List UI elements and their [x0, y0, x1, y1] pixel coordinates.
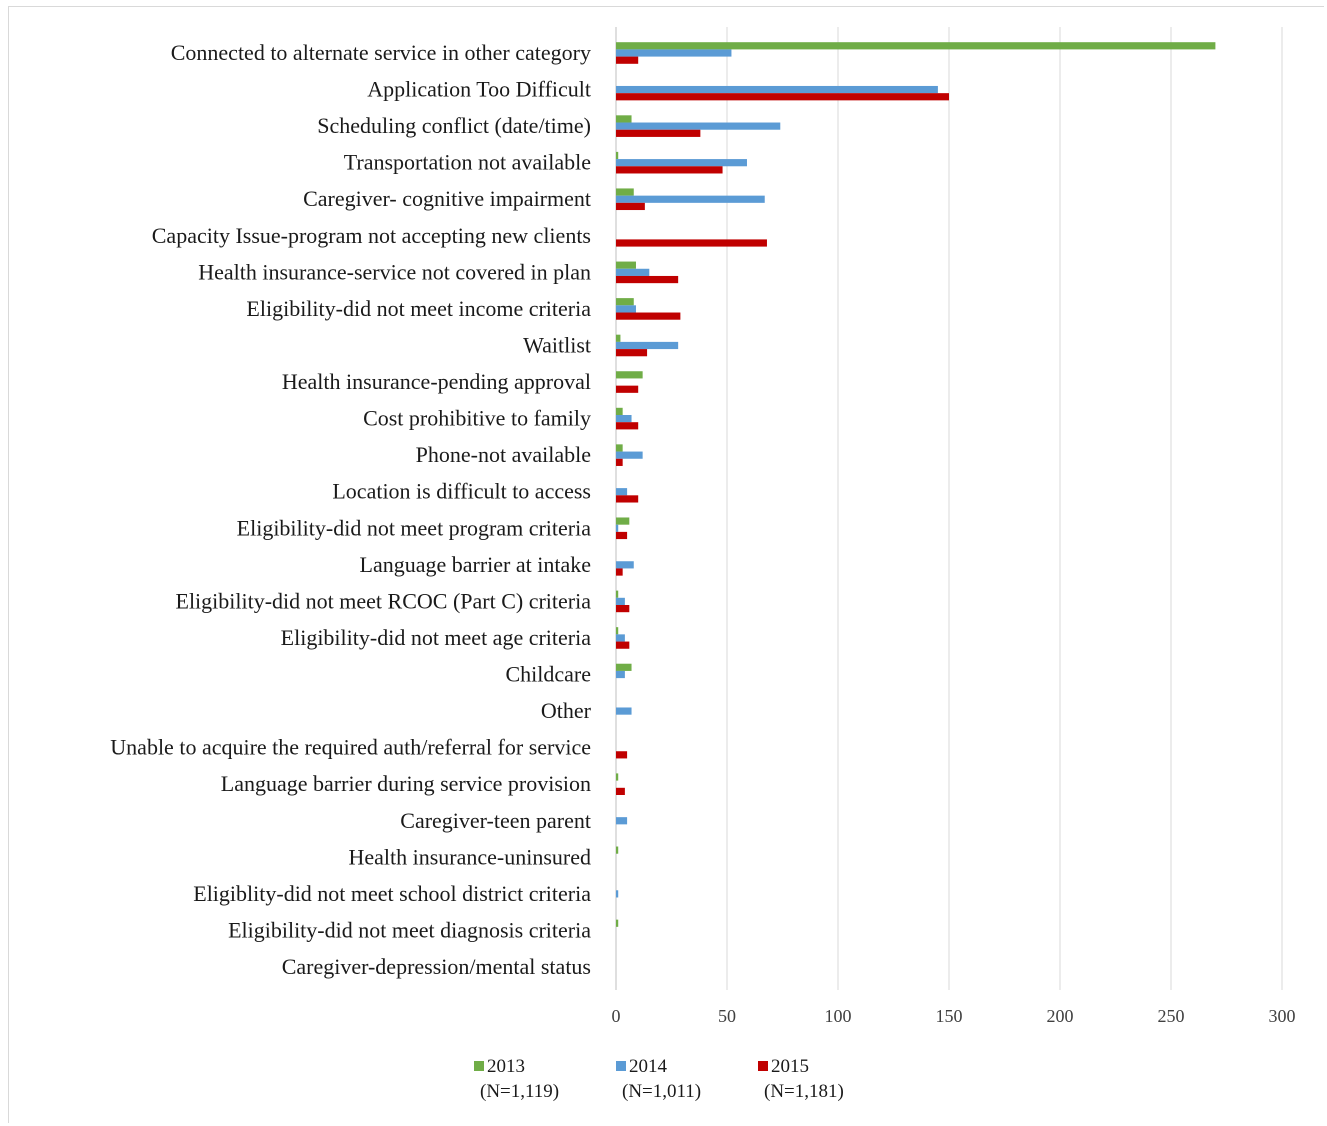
legend-sublabel: (N=1,119): [480, 1081, 559, 1102]
bar-2014: [616, 817, 628, 825]
category-label: Eligibility-did not meet RCOC (Part C) c…: [176, 588, 592, 613]
bar-2014: [616, 890, 619, 898]
category-label: Other: [541, 698, 592, 723]
legend-label: 2015: [771, 1056, 809, 1077]
bar-2013: [616, 115, 632, 123]
category-label: Cost prohibitive to family: [363, 406, 591, 431]
bar-2014: [616, 561, 634, 569]
bar-2014: [616, 634, 625, 642]
bar-2015: [616, 458, 623, 466]
bar-2015: [616, 422, 639, 430]
category-label: Waitlist: [523, 332, 591, 357]
category-label: Application Too Difficult: [367, 77, 591, 102]
legend-label: 2014: [629, 1056, 668, 1077]
bar-2015: [616, 385, 639, 393]
x-tick-label: 200: [1047, 1006, 1074, 1026]
category-label: Eligibility-did not meet program criteri…: [237, 515, 592, 540]
bar-2013: [616, 444, 623, 452]
bar-2014: [616, 85, 938, 94]
bar-2013: [616, 407, 623, 415]
bar-2013: [616, 371, 643, 379]
legend-label: 2013: [487, 1056, 525, 1077]
bar-2014: [616, 670, 625, 679]
bar-2013: [616, 663, 632, 671]
bar-2015: [616, 751, 628, 759]
bar-2015: [616, 275, 679, 284]
legend-sublabel: (N=1,181): [764, 1081, 844, 1102]
category-label: Caregiver-depression/mental status: [282, 954, 591, 979]
category-label: Eligiblity-did not meet school district …: [193, 881, 591, 906]
chart-frame: [8, 6, 1324, 1123]
bar-2013: [616, 846, 619, 854]
bar-2015: [616, 239, 767, 247]
bar-2013: [616, 334, 621, 342]
category-label: Eligibility-did not meet diagnosis crite…: [228, 917, 591, 942]
bar-2015: [616, 56, 639, 64]
bar-2013: [616, 42, 1216, 50]
bar-2014: [616, 707, 632, 715]
x-tick-label: 50: [718, 1006, 736, 1026]
bar-2014: [616, 195, 765, 203]
bar-2015: [616, 641, 630, 649]
bar-2013: [616, 188, 634, 196]
bar-2013: [616, 298, 634, 306]
bar-2015: [616, 605, 630, 613]
bar-2013: [616, 919, 619, 927]
bar-2015: [616, 495, 639, 503]
x-tick-label: 0: [612, 1006, 621, 1026]
x-tick-label: 100: [825, 1006, 852, 1026]
bar-2014: [616, 159, 747, 167]
bar-2014: [616, 524, 619, 532]
category-label: Unable to acquire the required auth/refe…: [110, 735, 591, 760]
category-label: Health insurance-service not covered in …: [198, 259, 591, 284]
bar-2015: [616, 166, 723, 174]
category-label: Health insurance-uninsured: [348, 844, 591, 869]
category-label: Caregiver-teen parent: [400, 808, 591, 833]
bar-2014: [616, 451, 643, 459]
category-label: Caregiver- cognitive impairment: [303, 186, 591, 211]
bar-2014: [616, 415, 632, 423]
x-tick-label: 150: [936, 1006, 963, 1026]
bar-2014: [616, 341, 679, 350]
category-label: Location is difficult to access: [332, 479, 591, 504]
bar-2014: [616, 305, 636, 313]
category-label: Health insurance-pending approval: [282, 369, 591, 394]
bar-2015: [616, 93, 949, 101]
legend-swatch-2015: [758, 1061, 768, 1071]
bar-2015: [616, 787, 625, 795]
bar-2013: [616, 151, 619, 160]
category-label: Language barrier during service provisio…: [221, 771, 591, 796]
bar-2014: [616, 49, 732, 57]
category-label: Language barrier at intake: [360, 552, 591, 577]
bar-2015: [616, 129, 701, 137]
category-label: Transportation not available: [344, 150, 591, 175]
bar-2014: [616, 597, 625, 605]
category-label: Eligibility-did not meet age criteria: [281, 625, 592, 650]
bar-2013: [616, 627, 619, 635]
bar-2015: [616, 312, 681, 320]
bar-2014: [616, 122, 781, 130]
bar-2013: [616, 773, 619, 781]
bar-2015: [616, 202, 645, 211]
bar-2014: [616, 488, 628, 496]
legend-swatch-2014: [616, 1061, 626, 1071]
category-label: Childcare: [505, 662, 591, 687]
x-tick-label: 300: [1269, 1006, 1296, 1026]
category-label: Capacity Issue-program not accepting new…: [152, 223, 591, 248]
bar-2015: [616, 568, 623, 576]
legend-swatch-2013: [474, 1061, 484, 1071]
category-label: Phone-not available: [416, 442, 591, 467]
bar-2013: [616, 517, 630, 525]
legend-sublabel: (N=1,011): [622, 1081, 701, 1102]
bar-2014: [616, 268, 650, 276]
x-tick-label: 250: [1158, 1006, 1185, 1026]
bar-2015: [616, 349, 648, 357]
bar-2013: [616, 261, 636, 269]
category-label: Scheduling conflict (date/time): [317, 113, 591, 138]
category-label: Connected to alternate service in other …: [171, 40, 591, 65]
bar-2013: [616, 590, 619, 598]
bar-2015: [616, 531, 628, 540]
category-label: Eligibility-did not meet income criteria: [246, 296, 591, 321]
